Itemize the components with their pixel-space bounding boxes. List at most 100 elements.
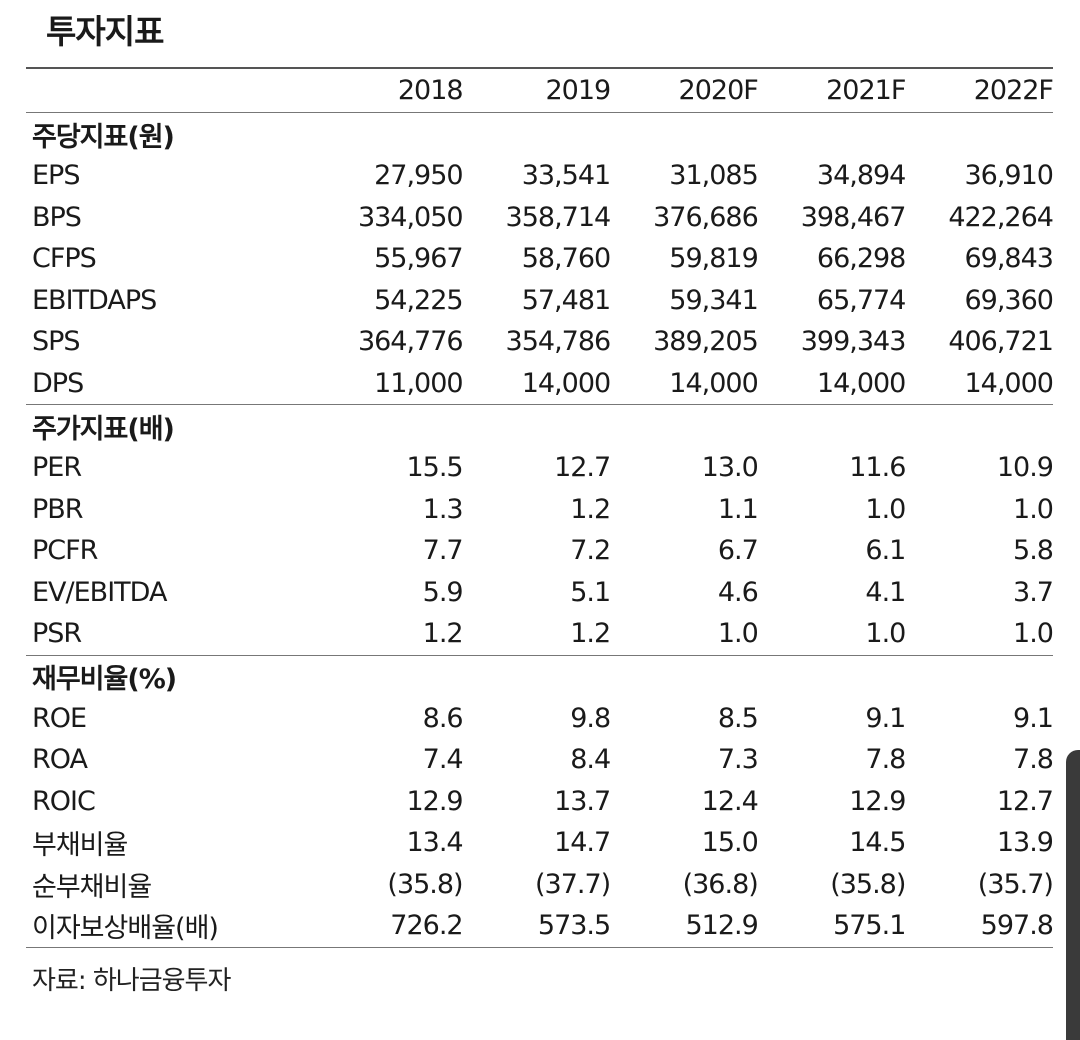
section-header-row: 주가지표(배) bbox=[26, 405, 1053, 447]
row-label: PBR bbox=[32, 493, 84, 525]
value-cell: (35.7) bbox=[977, 868, 1054, 900]
value-cell: 1.0 bbox=[1013, 493, 1054, 525]
table-row: PCFR 7.7 7.2 6.7 6.1 5.8 bbox=[26, 530, 1054, 572]
row-label: 이자보상배율(배) bbox=[32, 913, 219, 945]
row-label: EV/EBITDA bbox=[32, 576, 167, 608]
row-label: 순부채비율 bbox=[32, 871, 152, 903]
row-label: BPS bbox=[32, 201, 82, 233]
table-row: EPS 27,950 33,541 31,085 34,894 36,910 bbox=[26, 155, 1054, 197]
value-cell: 7.4 bbox=[422, 744, 464, 776]
row-label: ROE bbox=[32, 702, 87, 734]
value-cell: 14,000 bbox=[964, 367, 1053, 399]
table-row: SPS 364,776 354,786 389,205 399,343 406,721 bbox=[26, 321, 1054, 363]
value-cell: 7.2 bbox=[570, 535, 611, 567]
value-cell: 1.2 bbox=[570, 493, 611, 525]
value-cell: 5.9 bbox=[422, 576, 464, 608]
section-header-row: 재무비율(%) bbox=[26, 656, 1053, 698]
value-cell: 1.0 bbox=[865, 618, 906, 650]
table-row: 순부채비율 (35.8) (37.7) (36.8) (35.8) (35.7) bbox=[26, 864, 1054, 906]
table-header-row: 2018 2019 2020F 2021F 2022F bbox=[26, 69, 1054, 112]
table-row: ROIC 12.9 13.7 12.4 12.9 12.7 bbox=[26, 781, 1054, 823]
value-cell: 12.4 bbox=[701, 785, 759, 817]
source-note: 자료: 하나금융투자 bbox=[32, 966, 231, 996]
value-cell: 8.6 bbox=[422, 702, 464, 734]
value-cell: 5.1 bbox=[570, 576, 611, 608]
table-row: PER 15.5 12.7 13.0 11.6 10.9 bbox=[26, 447, 1054, 489]
value-cell: 7.7 bbox=[422, 535, 464, 567]
table-row: EV/EBITDA 5.9 5.1 4.6 4.1 3.7 bbox=[26, 572, 1054, 614]
row-label: ROIC bbox=[32, 785, 96, 817]
table-row: PSR 1.2 1.2 1.0 1.0 1.0 bbox=[26, 613, 1054, 655]
value-cell: 8.5 bbox=[717, 702, 759, 734]
value-cell: 6.1 bbox=[865, 535, 906, 567]
row-label: EPS bbox=[32, 160, 80, 192]
value-cell: 334,050 bbox=[357, 201, 464, 233]
row-label: PER bbox=[32, 452, 82, 484]
value-cell: 9.8 bbox=[570, 702, 611, 734]
value-cell: 59,819 bbox=[669, 243, 758, 275]
value-cell: 14,000 bbox=[669, 367, 758, 399]
value-cell: 12.7 bbox=[554, 452, 611, 484]
row-label: ROA bbox=[32, 744, 88, 776]
row-label: EBITDAPS bbox=[32, 284, 157, 316]
table-top-rule bbox=[26, 67, 1053, 69]
investment-indicators-table: 2018 2019 2020F 2021F 2022F 주당지표(원) EPS 27… bbox=[26, 67, 1054, 948]
value-cell: 14,000 bbox=[816, 367, 906, 399]
table-row: ROA 7.4 8.4 7.3 7.8 7.8 bbox=[26, 739, 1054, 781]
page-title: 투자지표 bbox=[46, 12, 164, 51]
value-cell: 376,686 bbox=[653, 201, 759, 233]
table-row: PBR 1.3 1.2 1.1 1.0 1.0 bbox=[26, 489, 1054, 531]
value-cell: 9.1 bbox=[865, 702, 906, 734]
value-cell: 13.4 bbox=[406, 827, 463, 859]
section-header-row: 주당지표(원) bbox=[26, 113, 1053, 155]
value-cell: 573.5 bbox=[537, 910, 611, 942]
value-cell: 13.0 bbox=[701, 452, 759, 484]
value-cell: 59,341 bbox=[669, 284, 758, 316]
value-cell: 14.7 bbox=[554, 827, 611, 859]
value-cell: 15.0 bbox=[701, 827, 759, 859]
value-cell: (37.7) bbox=[535, 868, 611, 900]
header-year-2019: 2019 bbox=[545, 75, 611, 106]
value-cell: 27,950 bbox=[374, 160, 463, 192]
value-cell: 4.6 bbox=[717, 576, 759, 608]
value-cell: 406,721 bbox=[948, 326, 1054, 358]
value-cell: 11,000 bbox=[374, 367, 463, 399]
value-cell: 398,467 bbox=[800, 201, 907, 233]
row-label: CFPS bbox=[32, 243, 97, 275]
section-divider bbox=[26, 404, 1053, 405]
section-divider bbox=[26, 654, 1053, 656]
value-cell: 14.5 bbox=[849, 827, 906, 859]
row-label: 부채비율 bbox=[32, 830, 128, 862]
value-cell: 13.9 bbox=[996, 827, 1054, 859]
value-cell: 1.3 bbox=[422, 493, 464, 525]
table-row: ROE 8.6 9.8 8.5 9.1 9.1 bbox=[26, 698, 1054, 740]
scrollbar-handle[interactable] bbox=[1066, 750, 1080, 1040]
value-cell: 389,205 bbox=[653, 326, 759, 358]
value-cell: 1.1 bbox=[717, 493, 759, 525]
value-cell: 12.9 bbox=[406, 785, 463, 817]
value-cell: 8.4 bbox=[570, 744, 611, 776]
row-label: DPS bbox=[32, 367, 84, 399]
table-row: 이자보상배율(배) 726.2 573.5 512.9 575.1 597.8 bbox=[26, 905, 1054, 947]
value-cell: 66,298 bbox=[816, 243, 906, 275]
value-cell: 575.1 bbox=[833, 910, 906, 942]
value-cell: 69,360 bbox=[964, 284, 1053, 316]
value-cell: 15.5 bbox=[406, 452, 463, 484]
row-label: PSR bbox=[32, 618, 82, 650]
value-cell: 34,894 bbox=[816, 160, 906, 192]
value-cell: 1.0 bbox=[717, 618, 759, 650]
value-cell: 69,843 bbox=[964, 243, 1053, 275]
value-cell: 364,776 bbox=[357, 326, 464, 358]
value-cell: 5.8 bbox=[1013, 535, 1054, 567]
value-cell: 726.2 bbox=[390, 910, 463, 942]
value-cell: 354,786 bbox=[505, 326, 612, 358]
value-cell: 4.1 bbox=[865, 576, 906, 608]
table-row: DPS 11,000 14,000 14,000 14,000 14,000 bbox=[26, 363, 1054, 405]
value-cell: 33,541 bbox=[521, 160, 611, 192]
value-cell: 55,967 bbox=[374, 243, 463, 275]
value-cell: 1.2 bbox=[570, 618, 611, 650]
table-row: CFPS 55,967 58,760 59,819 66,298 69,843 bbox=[26, 238, 1054, 280]
value-cell: 54,225 bbox=[374, 284, 463, 316]
value-cell: 31,085 bbox=[669, 160, 758, 192]
table-row: EBITDAPS 54,225 57,481 59,341 65,774 69,360 bbox=[26, 280, 1054, 322]
